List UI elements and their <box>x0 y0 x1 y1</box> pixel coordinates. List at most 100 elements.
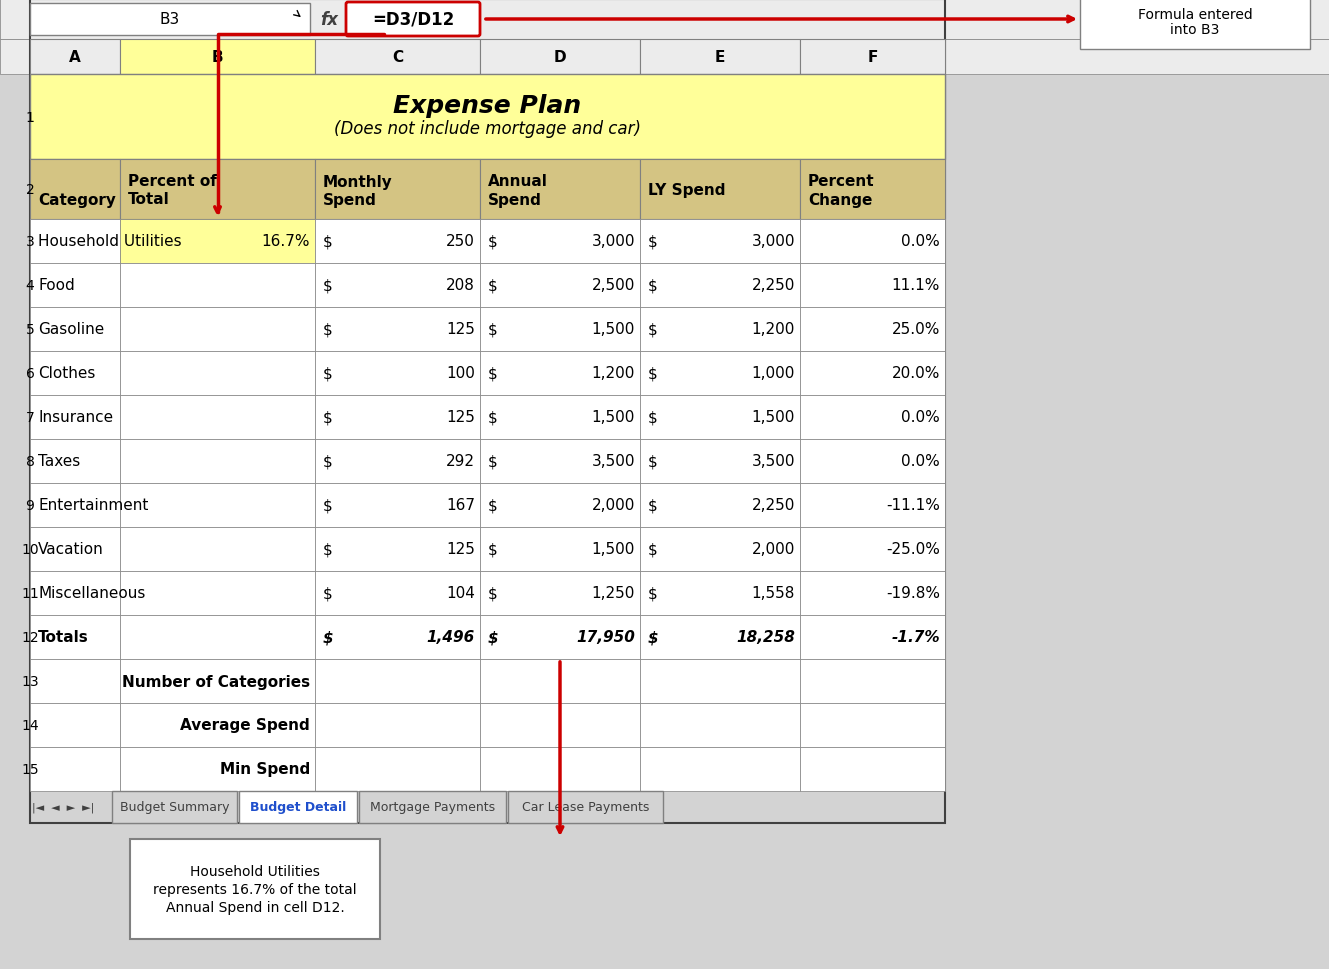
Bar <box>480 615 641 659</box>
Text: $: $ <box>649 410 658 425</box>
Bar <box>800 264 945 308</box>
Bar <box>120 615 315 659</box>
Text: Taxes: Taxes <box>39 454 80 469</box>
Text: $: $ <box>488 234 498 249</box>
Bar <box>641 220 800 264</box>
Bar <box>120 160 315 220</box>
Bar <box>31 395 120 440</box>
Bar <box>315 659 480 703</box>
Bar <box>641 527 800 572</box>
Text: -1.7%: -1.7% <box>892 630 940 644</box>
Text: 292: 292 <box>447 454 474 469</box>
Text: 20.0%: 20.0% <box>892 366 940 381</box>
Text: Monthly: Monthly <box>323 174 393 189</box>
Text: 2,000: 2,000 <box>591 498 635 513</box>
Text: 208: 208 <box>447 278 474 294</box>
Bar <box>480 440 641 484</box>
Text: 11: 11 <box>21 586 39 601</box>
Text: Total: Total <box>128 192 170 207</box>
Text: B3: B3 <box>159 13 181 27</box>
Text: Totals: Totals <box>39 630 89 644</box>
Text: 1,500: 1,500 <box>591 322 635 337</box>
Bar <box>480 40 641 75</box>
Text: 2,250: 2,250 <box>752 278 795 294</box>
Text: $: $ <box>323 410 332 425</box>
Text: $: $ <box>649 322 658 337</box>
Bar <box>315 440 480 484</box>
Text: Percent of: Percent of <box>128 174 217 189</box>
Bar <box>480 484 641 527</box>
Bar <box>239 791 356 823</box>
Text: 1: 1 <box>25 110 35 124</box>
Bar <box>31 352 120 395</box>
Bar <box>120 527 315 572</box>
Text: Gasoline: Gasoline <box>39 322 104 337</box>
Text: $: $ <box>323 498 332 513</box>
Bar <box>120 220 315 264</box>
Bar <box>800 308 945 352</box>
Bar <box>480 308 641 352</box>
Bar <box>800 220 945 264</box>
Text: =D3/D12: =D3/D12 <box>372 11 455 29</box>
Text: $: $ <box>323 322 332 337</box>
Bar <box>641 308 800 352</box>
Bar <box>120 308 315 352</box>
Bar <box>31 527 120 572</box>
Text: $: $ <box>488 498 498 513</box>
Bar <box>315 572 480 615</box>
Text: 1,500: 1,500 <box>752 410 795 425</box>
Bar <box>800 659 945 703</box>
Bar <box>31 308 120 352</box>
Text: into B3: into B3 <box>1171 23 1220 37</box>
Text: F: F <box>868 50 877 65</box>
Text: 250: 250 <box>447 234 474 249</box>
Bar <box>480 160 641 220</box>
Bar <box>315 527 480 572</box>
Bar <box>480 220 641 264</box>
Text: 10: 10 <box>21 543 39 556</box>
Bar <box>112 791 237 823</box>
Text: 15: 15 <box>21 763 39 776</box>
Bar <box>480 352 641 395</box>
Text: 1,500: 1,500 <box>591 410 635 425</box>
Bar <box>31 264 120 308</box>
Bar <box>31 484 120 527</box>
Bar <box>641 747 800 791</box>
Text: 125: 125 <box>447 542 474 557</box>
Text: Change: Change <box>808 192 872 207</box>
Text: $: $ <box>649 542 658 557</box>
Bar <box>120 747 315 791</box>
Text: 7: 7 <box>25 411 35 424</box>
Text: 0.0%: 0.0% <box>901 454 940 469</box>
Text: 3,000: 3,000 <box>751 234 795 249</box>
Text: $: $ <box>649 454 658 469</box>
Bar <box>31 440 120 484</box>
Text: $: $ <box>649 278 658 294</box>
Bar <box>315 40 480 75</box>
Bar <box>800 703 945 747</box>
Text: 1,558: 1,558 <box>752 586 795 601</box>
Text: 1,200: 1,200 <box>752 322 795 337</box>
Text: Household Utilities: Household Utilities <box>190 864 320 878</box>
Text: Mortgage Payments: Mortgage Payments <box>369 800 494 814</box>
Bar <box>120 659 315 703</box>
Text: $: $ <box>323 630 334 644</box>
Bar <box>31 75 945 160</box>
Text: Vacation: Vacation <box>39 542 104 557</box>
Text: Category: Category <box>39 193 116 207</box>
Text: $: $ <box>649 586 658 601</box>
Text: 2,000: 2,000 <box>752 542 795 557</box>
Text: 13: 13 <box>21 674 39 688</box>
Bar <box>120 572 315 615</box>
Text: 11.1%: 11.1% <box>892 278 940 294</box>
Bar <box>120 40 315 75</box>
Bar <box>315 484 480 527</box>
Bar <box>31 747 120 791</box>
Text: $: $ <box>323 234 332 249</box>
Bar <box>800 747 945 791</box>
Bar <box>641 703 800 747</box>
Text: Number of Categories: Number of Categories <box>122 673 310 689</box>
Text: 4: 4 <box>25 279 35 293</box>
Text: LY Spend: LY Spend <box>649 182 726 198</box>
Bar <box>641 395 800 440</box>
